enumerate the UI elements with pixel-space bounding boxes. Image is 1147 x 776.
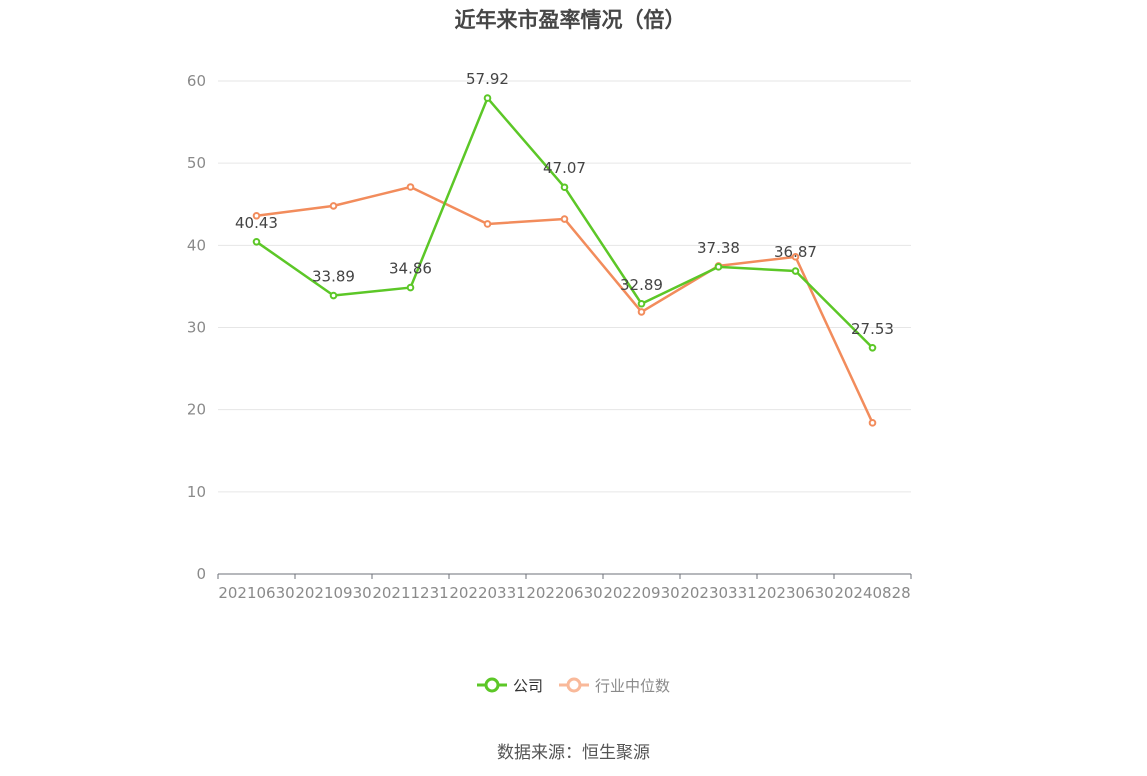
legend-item-industry-median[interactable]: 行业中位数 xyxy=(559,675,670,696)
x-tick-label: 20220331 xyxy=(449,584,525,602)
series-0-point xyxy=(329,291,338,300)
x-tick-label: 20240828 xyxy=(834,584,910,602)
data-label: 40.43 xyxy=(235,214,278,232)
data-label: 36.87 xyxy=(774,243,817,261)
series-0-point xyxy=(483,94,492,102)
data-label: 57.92 xyxy=(466,70,509,88)
x-tick-label: 20230331 xyxy=(680,584,756,602)
data-label: 47.07 xyxy=(543,159,586,177)
series-1-point xyxy=(637,308,646,316)
data-source: 数据来源：恒生聚源 xyxy=(497,743,650,763)
data-label: 37.38 xyxy=(697,239,740,257)
x-tick-label: 20230630 xyxy=(757,584,833,602)
y-tick-label: 20 xyxy=(187,401,206,419)
series-1-point xyxy=(483,220,492,228)
y-tick-label: 30 xyxy=(187,319,206,337)
legend-company-label: 公司 xyxy=(512,676,543,695)
legend-industry-swatch-icon xyxy=(559,677,589,693)
legend-industry-label: 行业中位数 xyxy=(595,676,671,695)
series-0-point xyxy=(406,283,415,292)
series-0-point xyxy=(868,343,877,352)
series-0-point xyxy=(637,299,646,308)
y-tick-label: 50 xyxy=(187,154,206,172)
series-0-point xyxy=(252,238,261,246)
series-1-point xyxy=(791,253,800,261)
y-tick-label: 0 xyxy=(196,565,206,583)
data-label: 34.86 xyxy=(389,260,432,278)
y-tick-label: 10 xyxy=(187,483,206,501)
legend: 公司 行业中位数 xyxy=(0,672,1147,698)
x-tick-label: 20211231 xyxy=(372,584,448,602)
series-0-point xyxy=(791,267,800,275)
series-1-point xyxy=(329,202,338,210)
legend-company-swatch-icon xyxy=(476,677,507,693)
data-label: 33.89 xyxy=(312,268,355,286)
x-tick-label: 20210930 xyxy=(295,584,371,602)
series-1-point xyxy=(252,211,261,220)
y-tick-label: 60 xyxy=(187,72,206,90)
series-line-0 xyxy=(255,96,874,349)
legend-item-company[interactable]: 公司 xyxy=(476,675,543,696)
x-tick-label: 20220930 xyxy=(603,584,679,602)
data-label: 32.89 xyxy=(620,276,663,294)
chart-title: 近年来市盈率情况（倍） xyxy=(454,8,686,32)
series-1-point xyxy=(406,183,415,191)
data-label: 27.53 xyxy=(851,320,894,338)
series-1-point xyxy=(560,215,569,223)
x-tick-label: 20220630 xyxy=(526,584,602,602)
x-tick-label: 20210630 xyxy=(218,584,294,602)
series-0-point xyxy=(714,263,723,271)
series-0-point xyxy=(560,183,569,192)
y-tick-label: 40 xyxy=(187,236,206,254)
series-1-point xyxy=(868,419,877,427)
